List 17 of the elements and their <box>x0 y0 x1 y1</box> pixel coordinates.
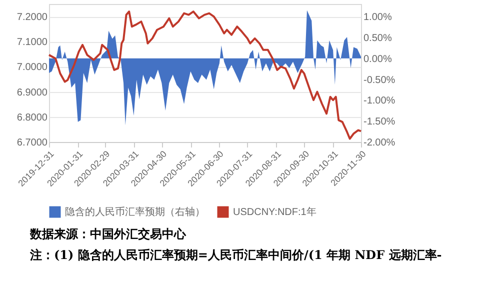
y2-tick-label: -2.00% <box>364 138 396 148</box>
legend-label: 隐含的人民币汇率预期（右轴） <box>65 206 205 218</box>
y2-tick-label: -0.50% <box>364 74 396 86</box>
y2-tick-label: -1.50% <box>364 116 396 128</box>
source-note: 数据来源：中国外汇交易中心 <box>30 226 188 243</box>
y2-tick-label: -1.00% <box>364 96 396 107</box>
y2-tick-label: 1.00% <box>364 12 392 24</box>
y-tick-label: 6.8000 <box>16 112 48 124</box>
y-tick-label: 7.0000 <box>16 62 48 74</box>
text: 注：(1) 隐含的人民币汇率预期=人民币汇率中间价/(1 年期 NDF 远期汇率- <box>30 247 443 264</box>
y-tick-label: 7.1000 <box>16 37 48 48</box>
y-tick-label: 7.2000 <box>16 12 48 24</box>
y-tick-label: 6.7000 <box>16 138 48 148</box>
legend-label: USDCNY:NDF:1年 <box>233 206 316 218</box>
y-tick-label: 6.9000 <box>16 87 48 98</box>
y2-tick-label: 0.50% <box>364 32 392 44</box>
y2-tick-label: 0.00% <box>364 54 392 65</box>
